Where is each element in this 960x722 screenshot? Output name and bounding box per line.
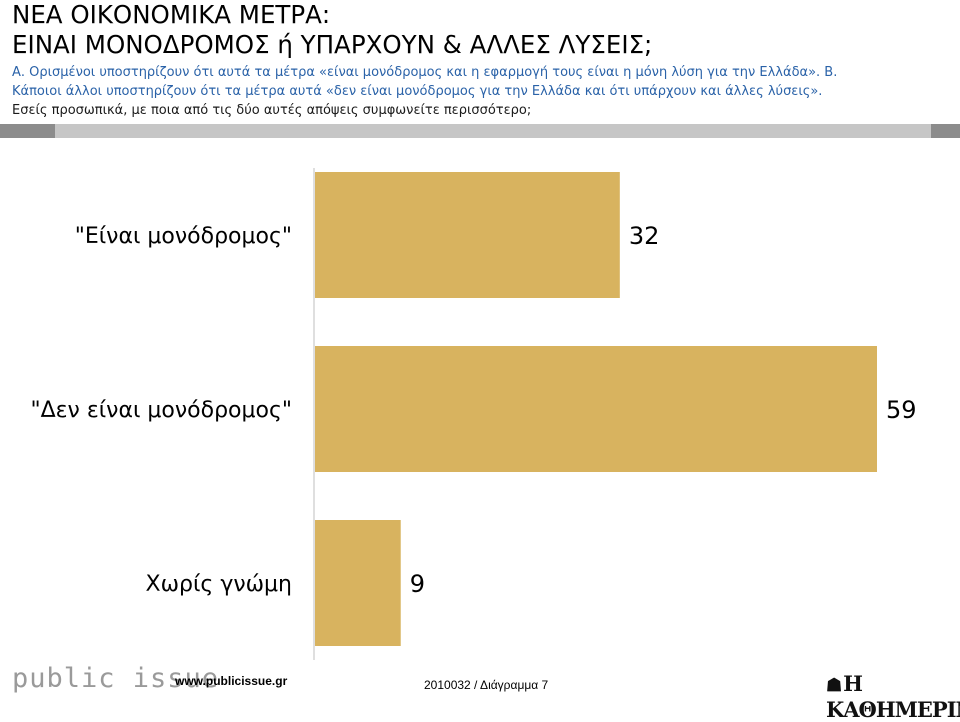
question-line-2: Κάποιοι άλλοι υποστηρίζουν ότι τα μέτρα … bbox=[12, 84, 823, 99]
bar-0 bbox=[315, 172, 620, 298]
kathimerini-logo: ☗Η ΚΑΘΗΜΕΡΙΝΗ bbox=[826, 672, 960, 722]
question-line-3: Εσείς προσωπικά, με ποια από τις δύο αυτ… bbox=[12, 103, 532, 118]
category-label-1: "Δεν είναι μονόδρομος" bbox=[31, 398, 293, 423]
title-line-2: ΕΙΝΑΙ ΜΟΝΟΔΡΟΜΟΣ ή ΥΠΑΡΧΟΥΝ & ΑΛΛΕΣ ΛΥΣΕ… bbox=[12, 30, 653, 59]
bars-group: "Είναι μονόδρομος" 32 "Δεν είναι μονόδρομο… bbox=[31, 172, 917, 646]
value-label-1: 59 bbox=[886, 396, 917, 424]
category-label-2: Χωρίς γνώμη bbox=[146, 572, 292, 597]
bar-1 bbox=[315, 346, 877, 472]
chart-title: ΝΕΑ ΟΙΚΟΝΟΜΙΚΑ ΜΕΤΡΑ: ΕΙΝΑΙ ΜΟΝΟΔΡΟΜΟΣ ή… bbox=[12, 0, 652, 60]
bar-chart: "Είναι μονόδρομος" 32 "Δεν είναι μονόδρομο… bbox=[31, 168, 917, 660]
public-issue-logo: public issue bbox=[12, 663, 220, 694]
diagram-code: 2010032 / Διάγραμμα 7 bbox=[424, 678, 549, 692]
header-rule-dark bbox=[0, 124, 55, 138]
bar-2 bbox=[315, 520, 401, 646]
kathimerini-emblem-icon: ☗ bbox=[826, 675, 842, 696]
title-line-1: ΝΕΑ ΟΙΚΟΝΟΜΙΚΑ ΜΕΤΡΑ: bbox=[12, 0, 331, 29]
question-line-1: Α. Ορισμένοι υποστηρίζουν ότι αυτά τα μέ… bbox=[12, 65, 838, 80]
value-label-0: 32 bbox=[629, 222, 660, 250]
category-label-0: "Είναι μονόδρομος" bbox=[75, 224, 292, 249]
footer-url: www.publicissue.gr bbox=[175, 674, 288, 688]
value-label-2: 9 bbox=[410, 570, 425, 598]
header-rule-end bbox=[931, 124, 960, 138]
header-rule-light bbox=[55, 124, 931, 138]
question-text: Α. Ορισμένοι υποστηρίζουν ότι αυτά τα μέ… bbox=[12, 63, 952, 120]
